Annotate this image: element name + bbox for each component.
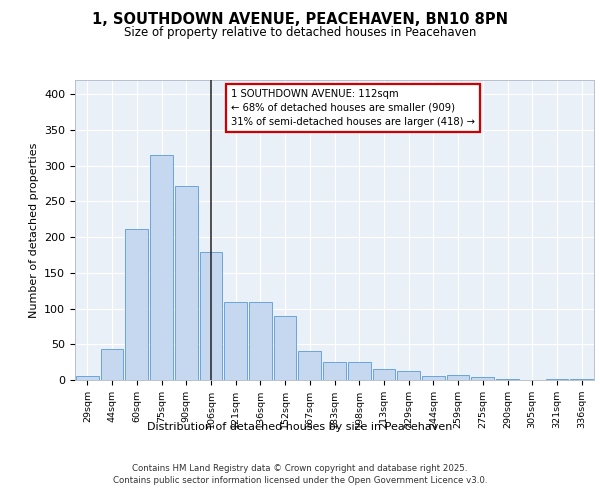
Bar [274, 316, 296, 380]
Bar [224, 302, 247, 380]
Bar [76, 376, 99, 380]
Bar [447, 375, 469, 380]
Bar [348, 362, 371, 380]
Bar [472, 377, 494, 380]
Bar [373, 370, 395, 380]
Bar [397, 370, 420, 380]
Bar [545, 378, 568, 380]
Y-axis label: Number of detached properties: Number of detached properties [29, 142, 38, 318]
Text: Contains public sector information licensed under the Open Government Licence v3: Contains public sector information licen… [113, 476, 487, 485]
Bar [298, 352, 321, 380]
Bar [175, 186, 197, 380]
Bar [200, 252, 222, 380]
Bar [496, 378, 519, 380]
Text: Contains HM Land Registry data © Crown copyright and database right 2025.: Contains HM Land Registry data © Crown c… [132, 464, 468, 473]
Bar [249, 302, 272, 380]
Text: Size of property relative to detached houses in Peacehaven: Size of property relative to detached ho… [124, 26, 476, 39]
Text: 1, SOUTHDOWN AVENUE, PEACEHAVEN, BN10 8PN: 1, SOUTHDOWN AVENUE, PEACEHAVEN, BN10 8P… [92, 12, 508, 28]
Bar [422, 376, 445, 380]
Bar [570, 378, 593, 380]
Bar [323, 362, 346, 380]
Bar [150, 155, 173, 380]
Text: Distribution of detached houses by size in Peacehaven: Distribution of detached houses by size … [148, 422, 452, 432]
Bar [125, 228, 148, 380]
Text: 1 SOUTHDOWN AVENUE: 112sqm
← 68% of detached houses are smaller (909)
31% of sem: 1 SOUTHDOWN AVENUE: 112sqm ← 68% of deta… [230, 89, 475, 127]
Bar [101, 348, 124, 380]
